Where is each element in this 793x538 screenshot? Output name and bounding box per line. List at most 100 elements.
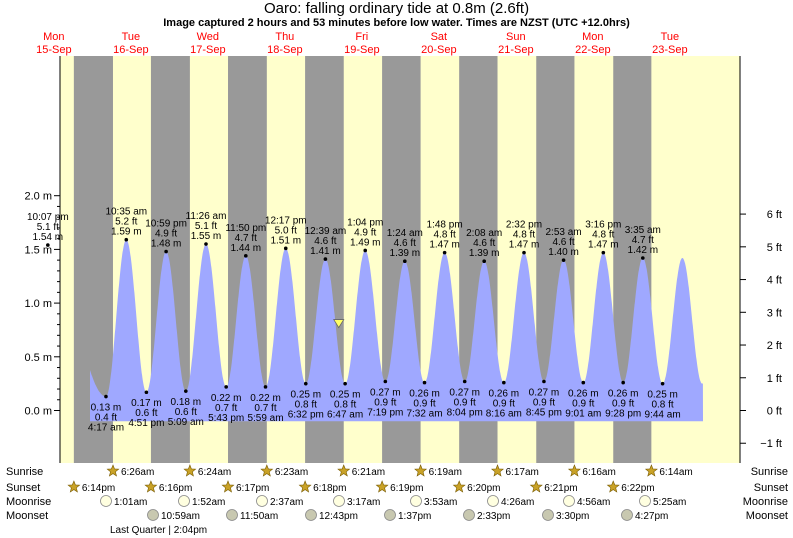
- moonset-time: 1:37pm: [398, 511, 431, 522]
- low-m-label: 0.18 m: [171, 397, 202, 408]
- sun-moon-footer: Sunrise Sunrise Sunset Sunset Moonrise Moonri…: [6, 464, 788, 536]
- high-m-label: 1.51 m: [270, 235, 301, 246]
- right-tick-label: 6 ft: [767, 209, 782, 221]
- sun-icon: [260, 464, 274, 477]
- sunrise-time: 6:14am: [659, 467, 692, 478]
- high-m-label: 1.47 m: [429, 240, 460, 251]
- high-m-label: 1.39 m: [390, 248, 421, 259]
- high-ft-label: 4.6 ft: [552, 237, 574, 248]
- sun-icon: [183, 464, 197, 477]
- high-tide-point: [403, 259, 407, 264]
- low-ft-label: 0.9 ft: [374, 398, 396, 409]
- high-time-label: 3:35 am: [625, 225, 661, 236]
- sun-icon: [452, 480, 466, 493]
- day-name-label: Mon: [582, 31, 603, 43]
- day-name-label: Sat: [431, 31, 448, 43]
- low-tide-point: [224, 385, 228, 389]
- low-m-label: 0.27 m: [449, 388, 480, 399]
- moonset-time: 11:50am: [240, 511, 278, 522]
- moonrise-time: 1:52am: [192, 497, 225, 508]
- left-tick-label: 1.0 m: [24, 298, 52, 310]
- day-date-label: 17-Sep: [190, 44, 225, 56]
- high-ft-label: 5.1 ft: [37, 222, 59, 233]
- low-tide-point: [144, 390, 149, 395]
- high-ft-label: 4.8 ft: [513, 230, 535, 241]
- sun-icon: [567, 464, 581, 477]
- low-ft-label: 0.9 ft: [454, 398, 476, 409]
- low-m-label: 0.22 m: [250, 393, 281, 404]
- high-time-label: 2:08 am: [466, 228, 502, 239]
- high-tide-point: [323, 257, 328, 261]
- low-time-label: 4:51 pm: [128, 418, 164, 429]
- high-tide-point: [482, 259, 486, 264]
- sun-icon: [491, 464, 504, 477]
- high-m-label: 1.39 m: [469, 248, 500, 259]
- moon-icon: [487, 495, 499, 507]
- footer-row-label-right: Moonrise: [743, 496, 788, 508]
- moonset-time: 4:27pm: [635, 511, 668, 522]
- sunset-time: 6:19pm: [390, 483, 423, 494]
- right-tick-label: 4 ft: [767, 275, 782, 287]
- moonset-time: 10:59am: [161, 511, 200, 522]
- high-m-label: 1.54 m: [33, 232, 64, 243]
- moonrise-time: 1:01am: [114, 497, 147, 508]
- sun-icon: [106, 464, 120, 477]
- day-date-label: 23-Sep: [652, 44, 687, 56]
- sun-icon: [337, 464, 351, 477]
- high-time-label: 11:26 am: [186, 211, 227, 222]
- high-m-label: 1.49 m: [350, 237, 381, 248]
- moon-icon: [178, 495, 190, 507]
- sun-icon: [529, 480, 543, 493]
- low-time-label: 9:28 pm: [605, 409, 641, 420]
- high-tide-point: [244, 254, 248, 258]
- high-ft-label: 4.8 ft: [433, 230, 455, 241]
- high-time-label: 10:35 am: [105, 207, 147, 218]
- day-name-label: Tue: [122, 31, 141, 43]
- moonrise-time: 5:25am: [653, 497, 686, 508]
- low-tide-point: [383, 379, 388, 384]
- high-m-label: 1.47 m: [509, 240, 540, 251]
- low-time-label: 5:59 am: [247, 413, 283, 424]
- left-tick-label: 0.5 m: [24, 352, 52, 364]
- sunrise-time: 6:19am: [429, 467, 462, 478]
- high-ft-label: 5.2 ft: [115, 217, 137, 228]
- low-time-label: 7:19 pm: [367, 408, 403, 419]
- high-time-label: 2:53 am: [546, 227, 582, 238]
- moon-icon: [305, 509, 317, 521]
- high-tide-point: [124, 237, 129, 242]
- sunset-time: 6:22pm: [621, 483, 654, 494]
- low-m-label: 0.27 m: [529, 388, 560, 399]
- low-tide-point: [263, 385, 268, 389]
- low-ft-label: 0.8 ft: [334, 400, 356, 411]
- moon-icon: [384, 509, 396, 521]
- moon-icon: [563, 495, 575, 507]
- low-tide-point: [184, 389, 188, 393]
- day-date-label: 21-Sep: [498, 44, 533, 56]
- high-tide-point: [442, 250, 447, 255]
- high-time-label: 11:50 pm: [225, 223, 266, 234]
- high-m-label: 1.59 m: [111, 227, 142, 238]
- tide-extreme-labels: 10:07 pm5.1 ft1.54 m0.13 m0.4 ft4:17 am1…: [27, 207, 681, 434]
- low-ft-label: 0.8 ft: [295, 400, 317, 411]
- sunrise-time: 6:26am: [121, 467, 154, 478]
- day-name-label: Fri: [355, 31, 368, 43]
- sunset-time: 6:14pm: [82, 483, 115, 494]
- low-time-label: 7:32 am: [406, 409, 442, 420]
- sun-icon: [298, 480, 312, 493]
- right-tick-label: 0 ft: [767, 406, 782, 418]
- high-ft-label: 4.6 ft: [314, 236, 336, 247]
- low-m-label: 0.17 m: [131, 398, 162, 409]
- sunset-time: 6:20pm: [467, 483, 500, 494]
- sun-icon: [606, 480, 620, 493]
- left-tick-label: 2.0 m: [24, 191, 52, 203]
- sun-icon: [67, 480, 81, 493]
- day-date-label: 18-Sep: [267, 44, 302, 56]
- low-time-label: 9:01 am: [565, 409, 601, 420]
- low-time-label: 6:47 am: [327, 410, 363, 421]
- high-ft-label: 4.6 ft: [473, 238, 495, 249]
- high-m-label: 1.41 m: [310, 246, 341, 257]
- right-tick-label: 2 ft: [767, 340, 782, 352]
- low-m-label: 0.26 m: [608, 389, 639, 400]
- sunrise-time: 6:17am: [506, 467, 539, 478]
